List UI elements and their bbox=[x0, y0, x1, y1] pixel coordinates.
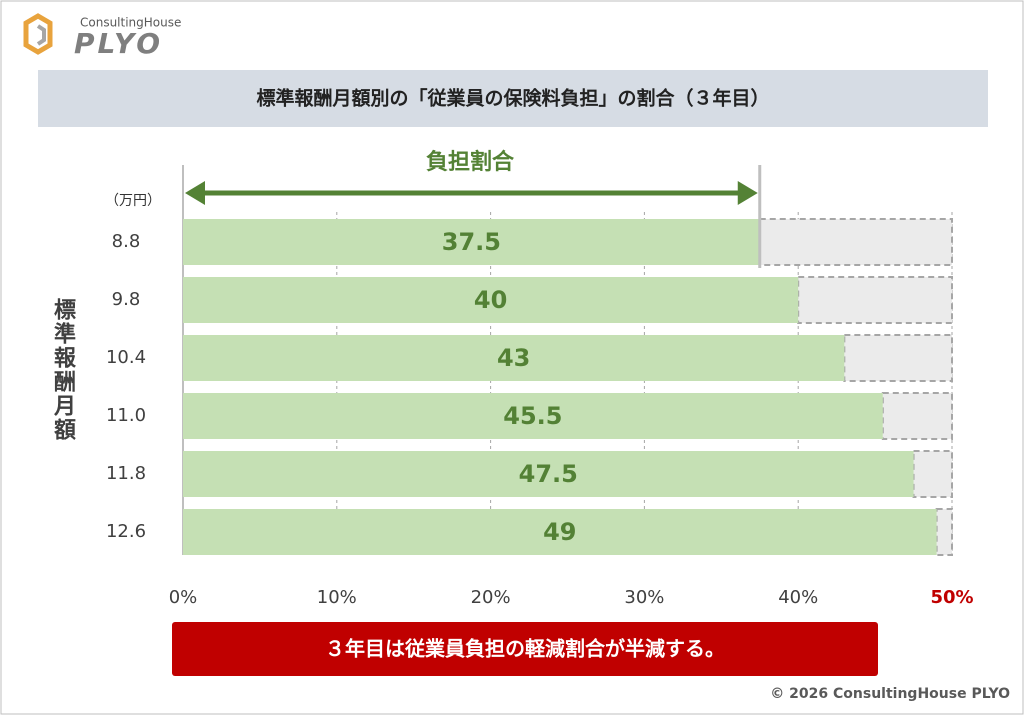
data-label: 47.5 bbox=[519, 460, 578, 488]
bar bbox=[183, 509, 937, 555]
copyright: © 2026 ConsultingHouse PLYO bbox=[770, 686, 1010, 702]
data-label: 43 bbox=[497, 344, 530, 372]
data-label: 37.5 bbox=[442, 228, 501, 256]
y-tick-label: 10.4 bbox=[106, 347, 146, 368]
data-label: 49 bbox=[543, 518, 576, 546]
bar bbox=[183, 451, 914, 497]
x-tick-label: 10% bbox=[317, 587, 357, 608]
remainder bbox=[843, 334, 954, 382]
remainder bbox=[881, 392, 953, 440]
chart-title: 標準報酬月額別の「従業員の保険料負担」の割合（３年目） bbox=[256, 87, 769, 110]
remainder bbox=[758, 218, 953, 266]
bar bbox=[183, 335, 845, 381]
x-tick-label: 0% bbox=[169, 587, 198, 608]
bar bbox=[183, 219, 760, 265]
title-band bbox=[38, 70, 988, 127]
bar bbox=[183, 277, 799, 323]
y-tick-label: 11.8 bbox=[106, 463, 146, 484]
y-tick-label: 12.6 bbox=[106, 521, 146, 542]
logo-icon-inner bbox=[36, 24, 46, 46]
y-axis-title: 標準報酬月額 bbox=[50, 298, 77, 442]
callout-box bbox=[172, 622, 878, 676]
remainder bbox=[935, 508, 953, 556]
callout: ３年目は従業員負担の軽減割合が半減する。 bbox=[325, 637, 725, 661]
x-tick-label: 40% bbox=[778, 587, 818, 608]
data-label: 40 bbox=[474, 286, 507, 314]
x-tick-label: 30% bbox=[624, 587, 664, 608]
y-tick-label: 11.0 bbox=[106, 405, 146, 426]
x-tick-label: 20% bbox=[471, 587, 511, 608]
y-tick-label: 8.8 bbox=[112, 231, 141, 252]
arrow-head bbox=[185, 181, 205, 205]
logo-name: PLYO bbox=[74, 27, 163, 60]
annotation: 負担割合 bbox=[426, 149, 515, 175]
bar bbox=[183, 393, 883, 439]
x-tick-label: 50% bbox=[930, 587, 973, 608]
y-tick-label: 9.8 bbox=[112, 289, 141, 310]
remainder bbox=[797, 276, 954, 324]
data-label: 45.5 bbox=[503, 402, 562, 430]
arrow-head bbox=[737, 181, 758, 205]
logo-tagline: ConsultingHouse bbox=[80, 16, 181, 30]
logo: ConsultingHouse PLYO bbox=[23, 13, 181, 60]
remainder bbox=[912, 450, 953, 498]
unit-label: （万円） bbox=[105, 193, 161, 209]
logo-icon bbox=[23, 13, 53, 55]
